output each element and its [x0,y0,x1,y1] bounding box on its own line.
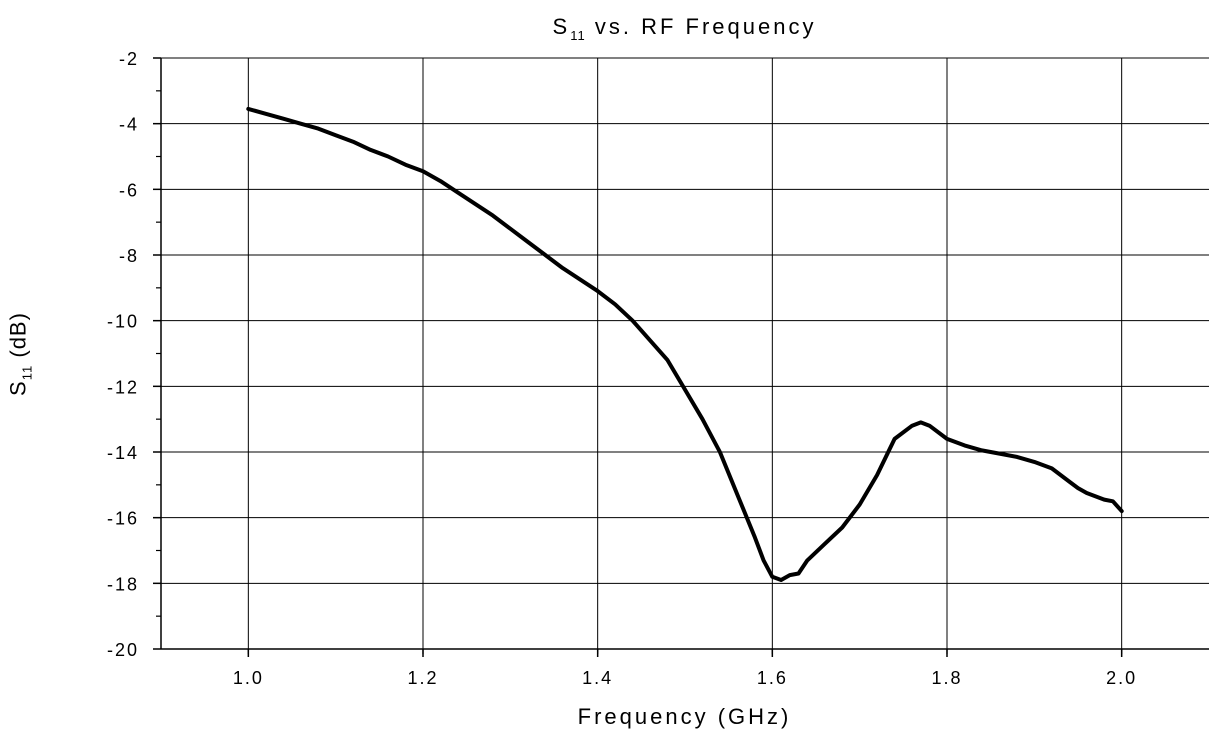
s11-data-point [858,503,861,506]
y-tick-label: -8 [119,246,139,266]
s11-data-point [265,113,267,115]
s11-data-point [422,170,424,173]
s11-data-point [841,526,843,529]
chart-title-main: S [552,14,571,39]
s11-data-point [981,449,983,452]
y-axis-label-subscript: 11 [19,364,35,381]
y-tick-label: -18 [107,574,139,594]
s11-data-point [649,339,651,342]
axis-ticks [153,57,1123,657]
s11-data-point [1103,498,1105,501]
s11-data-point [334,134,337,136]
y-tick-label: -2 [119,49,139,69]
s11-data-point [701,418,704,420]
chart-title-subscript: 11 [570,28,586,43]
s11-data-point [1085,492,1088,494]
s11-data-point [317,127,320,130]
y-axis-label-main: S [5,380,31,396]
chart-title-rest: vs. RF Frequency [585,14,817,39]
s11-data-point [797,572,800,575]
x-tick-label: 2.0 [1106,668,1137,688]
y-tick-label: -6 [119,180,139,200]
s11-data-point [928,424,931,427]
y-tick-label: -12 [107,377,139,397]
s11-data-point [457,191,459,194]
grid-lines [161,57,1209,649]
x-tick-label: 1.0 [233,668,264,688]
s11-data-point [893,438,896,440]
x-tick-label: 1.4 [582,668,613,688]
s11-data-point [789,574,791,576]
y-tick-label: -20 [107,640,139,660]
axes [160,58,1209,650]
s11-data-point [439,180,442,182]
s11-data-point [1051,467,1053,470]
s11-data-point [1033,461,1036,463]
s11-series-line [246,106,1124,582]
s11-data-point [1016,456,1018,458]
y-axis-label: S11 (dB) [6,312,35,396]
y-tick-label: -16 [107,509,139,529]
s11-data-point [963,444,966,447]
s11-data-point [352,140,354,143]
x-axis-label: Frequency (GHz) [577,704,792,729]
s11-data-point [282,117,285,120]
s11-data-point [369,149,372,151]
s11-data-point [806,559,809,562]
s11-data-point [404,163,407,166]
chart-title: S11 vs. RF Frequency [160,14,1209,43]
s11-data-point [780,579,782,581]
s11-data-point [920,421,922,424]
y-tick-label: -4 [119,115,139,135]
s11-data-point [299,122,302,125]
y-tick-label: -14 [107,443,139,463]
s11-data-point [614,303,616,306]
s11-data-point [1120,510,1123,512]
s11-data-point [527,241,529,243]
s11-data-point [876,474,878,476]
s11-data-point [492,214,494,217]
x-tick-label: 1.8 [931,668,962,688]
y-tick-label: -10 [107,312,139,332]
s11-data-point [998,452,1001,455]
s11-data-point [387,155,389,158]
s11-data-point [754,536,756,539]
s11-data-point [509,227,512,230]
s11-data-point [631,319,634,322]
s11-data-point [579,278,581,281]
s11-data-point [544,254,547,256]
s11-data-point [247,108,250,110]
x-tick-label: 1.6 [757,668,788,688]
s11-data-point [474,203,477,205]
s11-data-point [561,267,564,269]
s11-data-point [666,359,669,361]
s11-data-point [736,493,739,496]
s11-data-point [823,543,826,545]
x-tick-label: 1.2 [407,668,438,688]
series-layer [246,106,1124,582]
s11-data-point [946,438,948,440]
s11-data-point [1112,500,1114,503]
tick-labels: 1.0 1.2 1.4 1.6 1.8 2.0 -20 -18 -16 -14 -12 -10 -8 -6… [107,49,1137,688]
s11-data-point [719,451,721,453]
s11-data-point [1068,480,1071,483]
y-axis-label-rest: (dB) [5,312,31,365]
s11-data-point [596,290,599,292]
s11-data-point [771,575,774,578]
s11-data-point [762,559,765,562]
s11-data-point [911,424,913,427]
s11-data-point [684,388,686,391]
s11-data-point [1077,487,1079,489]
